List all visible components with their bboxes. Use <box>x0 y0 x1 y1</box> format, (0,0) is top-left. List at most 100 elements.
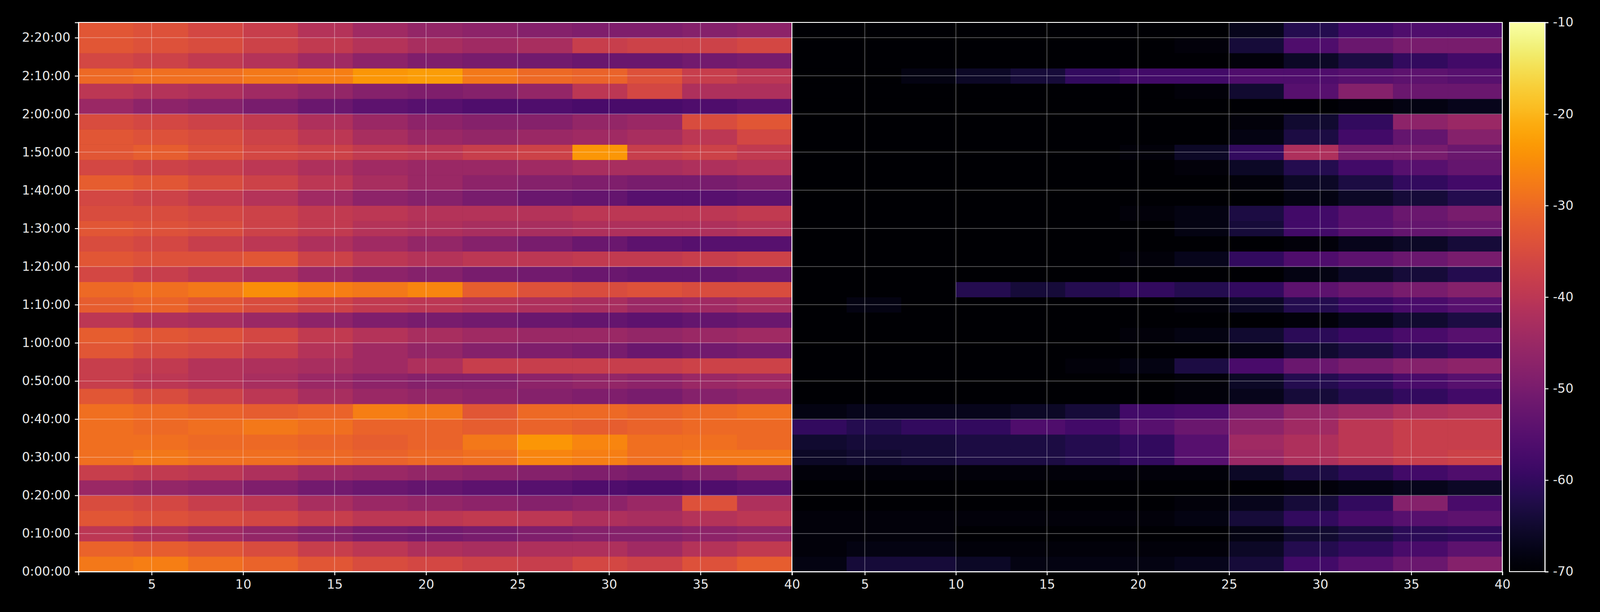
cell <box>133 235 189 252</box>
cell <box>846 419 902 435</box>
cell <box>955 129 1012 145</box>
cell <box>298 174 354 191</box>
tick: 25 <box>509 571 526 592</box>
grid-line <box>1410 22 1412 572</box>
tick-label: 10 <box>235 576 252 592</box>
tick-mark <box>74 494 79 496</box>
cell <box>955 52 1012 69</box>
tick-label: 1:40:00 <box>21 182 71 198</box>
cell <box>627 174 683 191</box>
cell <box>133 510 189 527</box>
cell <box>298 98 354 115</box>
cell <box>737 556 792 572</box>
cell <box>572 113 628 130</box>
cell <box>737 358 792 374</box>
tick: 30 <box>1312 571 1329 592</box>
cell <box>298 403 354 420</box>
tick-mark <box>1544 479 1549 481</box>
cell <box>1283 403 1339 420</box>
cell <box>1283 434 1339 450</box>
cell <box>133 250 189 267</box>
cell <box>1065 190 1121 206</box>
cell <box>1010 556 1066 572</box>
cell <box>1283 250 1339 267</box>
grid-line <box>78 494 792 496</box>
cell <box>298 52 354 69</box>
cell <box>1065 312 1121 329</box>
cell <box>1228 83 1285 100</box>
cell <box>298 205 354 221</box>
cell <box>1010 464 1066 481</box>
cell <box>78 403 134 420</box>
axis-line <box>78 571 793 576</box>
cell <box>737 190 792 206</box>
cell <box>1392 495 1449 511</box>
cell <box>133 327 189 344</box>
cell <box>517 419 573 435</box>
tick: 40 <box>1494 571 1511 592</box>
cell <box>1010 342 1066 359</box>
cell <box>901 129 957 145</box>
tick-label: 2:00:00 <box>21 106 71 122</box>
cell <box>133 113 189 130</box>
cell <box>791 52 848 69</box>
cell <box>352 403 408 420</box>
cell <box>1228 358 1285 374</box>
cell <box>242 37 299 54</box>
tick-label: 0:50:00 <box>21 373 71 389</box>
cell <box>1065 419 1121 435</box>
cell <box>955 266 1012 282</box>
cell <box>133 540 189 557</box>
cell <box>1174 312 1230 329</box>
cell <box>1010 419 1066 435</box>
cell <box>791 174 848 191</box>
cell <box>1120 464 1176 481</box>
cell <box>1392 37 1449 54</box>
cell <box>78 327 134 344</box>
cell <box>1447 480 1503 496</box>
tick: 0:20:00 <box>21 487 79 503</box>
frame <box>78 22 792 572</box>
cell <box>242 510 299 527</box>
grid-line <box>242 22 244 572</box>
cell <box>572 205 628 221</box>
cell <box>352 266 408 282</box>
cell <box>1283 327 1339 344</box>
cell <box>407 327 463 344</box>
cell <box>1228 52 1285 69</box>
tick-label: 2:10:00 <box>21 68 71 84</box>
grid-line <box>78 151 792 153</box>
tick: 5 <box>860 571 870 592</box>
cell <box>1447 250 1503 267</box>
tick-label: 0:10:00 <box>21 525 71 541</box>
cell <box>846 464 902 481</box>
cell <box>627 464 683 481</box>
cell <box>1065 266 1121 282</box>
cell <box>462 98 518 115</box>
cell <box>1283 98 1339 115</box>
cell <box>517 83 573 100</box>
tick-label: 20 <box>418 576 435 592</box>
cell <box>1392 403 1449 420</box>
cell <box>791 83 848 100</box>
cell <box>1338 52 1394 69</box>
cell <box>1283 174 1339 191</box>
cell <box>242 403 299 420</box>
cell <box>1065 480 1121 496</box>
cell <box>133 556 189 572</box>
cell <box>1338 37 1394 54</box>
tick-mark <box>334 571 336 576</box>
grid-line <box>78 342 792 344</box>
cell <box>955 113 1012 130</box>
cell <box>1447 540 1503 557</box>
cell <box>1120 22 1176 39</box>
cell <box>572 159 628 176</box>
cell <box>1228 495 1285 511</box>
cell <box>1283 52 1339 69</box>
cell <box>627 113 683 130</box>
tick-label: 1:10:00 <box>21 297 71 312</box>
tick-mark <box>1544 113 1549 115</box>
cell <box>1010 388 1066 405</box>
panel: 510152025303540 <box>791 22 1511 592</box>
cell <box>846 434 902 450</box>
